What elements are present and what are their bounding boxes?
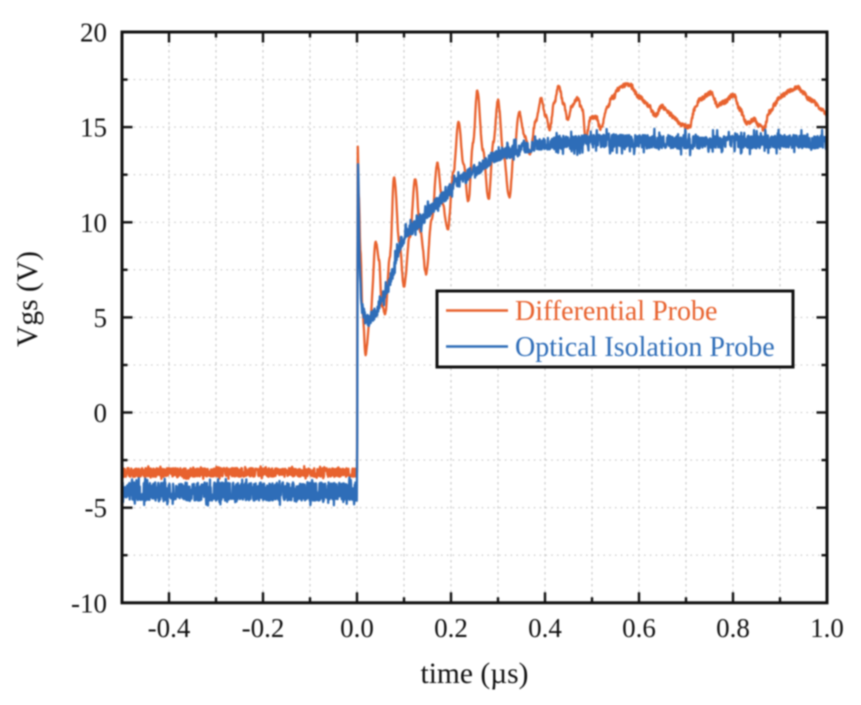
svg-text:Vgs (V): Vgs (V) <box>12 251 44 347</box>
svg-text:-10: -10 <box>71 588 107 618</box>
svg-text:Optical Isolation Probe: Optical Isolation Probe <box>515 332 775 363</box>
svg-text:0.2: 0.2 <box>434 613 468 643</box>
svg-text:-0.2: -0.2 <box>242 613 285 643</box>
svg-text:-0.4: -0.4 <box>148 613 191 643</box>
svg-text:-5: -5 <box>85 493 108 523</box>
svg-text:10: 10 <box>80 208 107 238</box>
svg-text:0.8: 0.8 <box>716 613 750 643</box>
svg-text:15: 15 <box>80 113 107 143</box>
svg-text:time (µs): time (µs) <box>421 658 529 690</box>
svg-text:0.4: 0.4 <box>528 613 562 643</box>
svg-text:1.0: 1.0 <box>810 613 844 643</box>
svg-text:5: 5 <box>94 303 108 333</box>
svg-text:0.0: 0.0 <box>340 613 374 643</box>
svg-text:0: 0 <box>94 398 108 428</box>
svg-text:Differential Probe: Differential Probe <box>515 296 717 327</box>
svg-text:20: 20 <box>80 18 107 48</box>
svg-text:0.6: 0.6 <box>622 613 656 643</box>
